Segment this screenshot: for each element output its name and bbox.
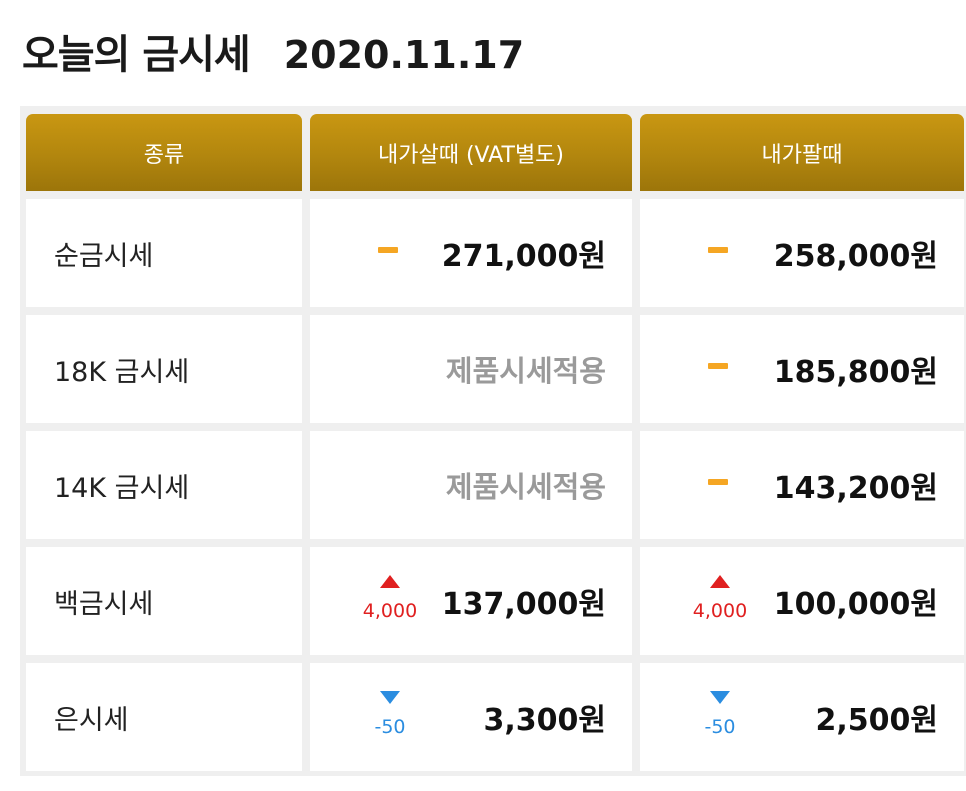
- table-row-name: 순금시세: [26, 199, 302, 307]
- price-change: 4,000: [362, 575, 418, 622]
- column-header-buy: 내가살때 (VAT별도): [310, 114, 632, 191]
- gold-price-table: 종류 내가살때 (VAT별도) 내가팔때 순금시세 271,000원 258,0…: [20, 106, 966, 776]
- price-change: -50: [692, 691, 748, 738]
- flat-dash-icon: [708, 479, 728, 485]
- buy-price-cell: 제품시세적용: [310, 431, 632, 539]
- metal-name: 14K 금시세: [54, 472, 190, 504]
- page-title: 오늘의 금시세: [22, 32, 251, 78]
- price-change: -50: [362, 691, 418, 738]
- metal-name: 백금시세: [54, 588, 154, 620]
- table-row-name: 은시세: [26, 663, 302, 771]
- price-change: 4,000: [692, 575, 748, 622]
- down-triangle-icon: [380, 691, 400, 704]
- sell-price-cell: 4,000 100,000원: [640, 547, 964, 655]
- change-value: -50: [704, 716, 736, 738]
- flat-dash-icon: [378, 247, 398, 253]
- metal-name: 은시세: [54, 704, 129, 736]
- flat-dash-icon: [708, 363, 728, 369]
- column-header-sell: 내가팔때: [640, 114, 964, 191]
- buy-price-cell: 271,000원: [310, 199, 632, 307]
- buy-price-na: 제품시세적용: [445, 354, 606, 388]
- sell-price-cell: 185,800원: [640, 315, 964, 423]
- sell-price: 100,000원: [773, 587, 938, 622]
- metal-name: 순금시세: [54, 240, 154, 272]
- page-header: 오늘의 금시세 2020.11.17: [22, 22, 524, 80]
- price-date: 2020.11.17: [283, 33, 525, 77]
- sell-price: 258,000원: [773, 239, 938, 274]
- sell-price-cell: 258,000원: [640, 199, 964, 307]
- column-header-type: 종류: [26, 114, 302, 191]
- sell-price-cell: 143,200원: [640, 431, 964, 539]
- buy-price-na: 제품시세적용: [445, 470, 606, 504]
- table-row-name: 14K 금시세: [26, 431, 302, 539]
- up-triangle-icon: [710, 575, 730, 588]
- buy-price-cell: 4,000 137,000원: [310, 547, 632, 655]
- up-triangle-icon: [380, 575, 400, 588]
- sell-price: 2,500원: [815, 703, 939, 738]
- sell-price-cell: -50 2,500원: [640, 663, 964, 771]
- metal-name: 18K 금시세: [54, 356, 190, 388]
- table-row-name: 백금시세: [26, 547, 302, 655]
- buy-price: 137,000원: [441, 587, 606, 622]
- change-value: 4,000: [692, 600, 748, 622]
- buy-price: 271,000원: [441, 239, 606, 274]
- sell-price: 143,200원: [773, 471, 938, 506]
- down-triangle-icon: [710, 691, 730, 704]
- buy-price: 3,300원: [483, 703, 607, 738]
- buy-price-cell: 제품시세적용: [310, 315, 632, 423]
- change-value: -50: [374, 716, 406, 738]
- table-row-name: 18K 금시세: [26, 315, 302, 423]
- change-value: 4,000: [362, 600, 418, 622]
- sell-price: 185,800원: [773, 355, 938, 390]
- buy-price-cell: -50 3,300원: [310, 663, 632, 771]
- flat-dash-icon: [708, 247, 728, 253]
